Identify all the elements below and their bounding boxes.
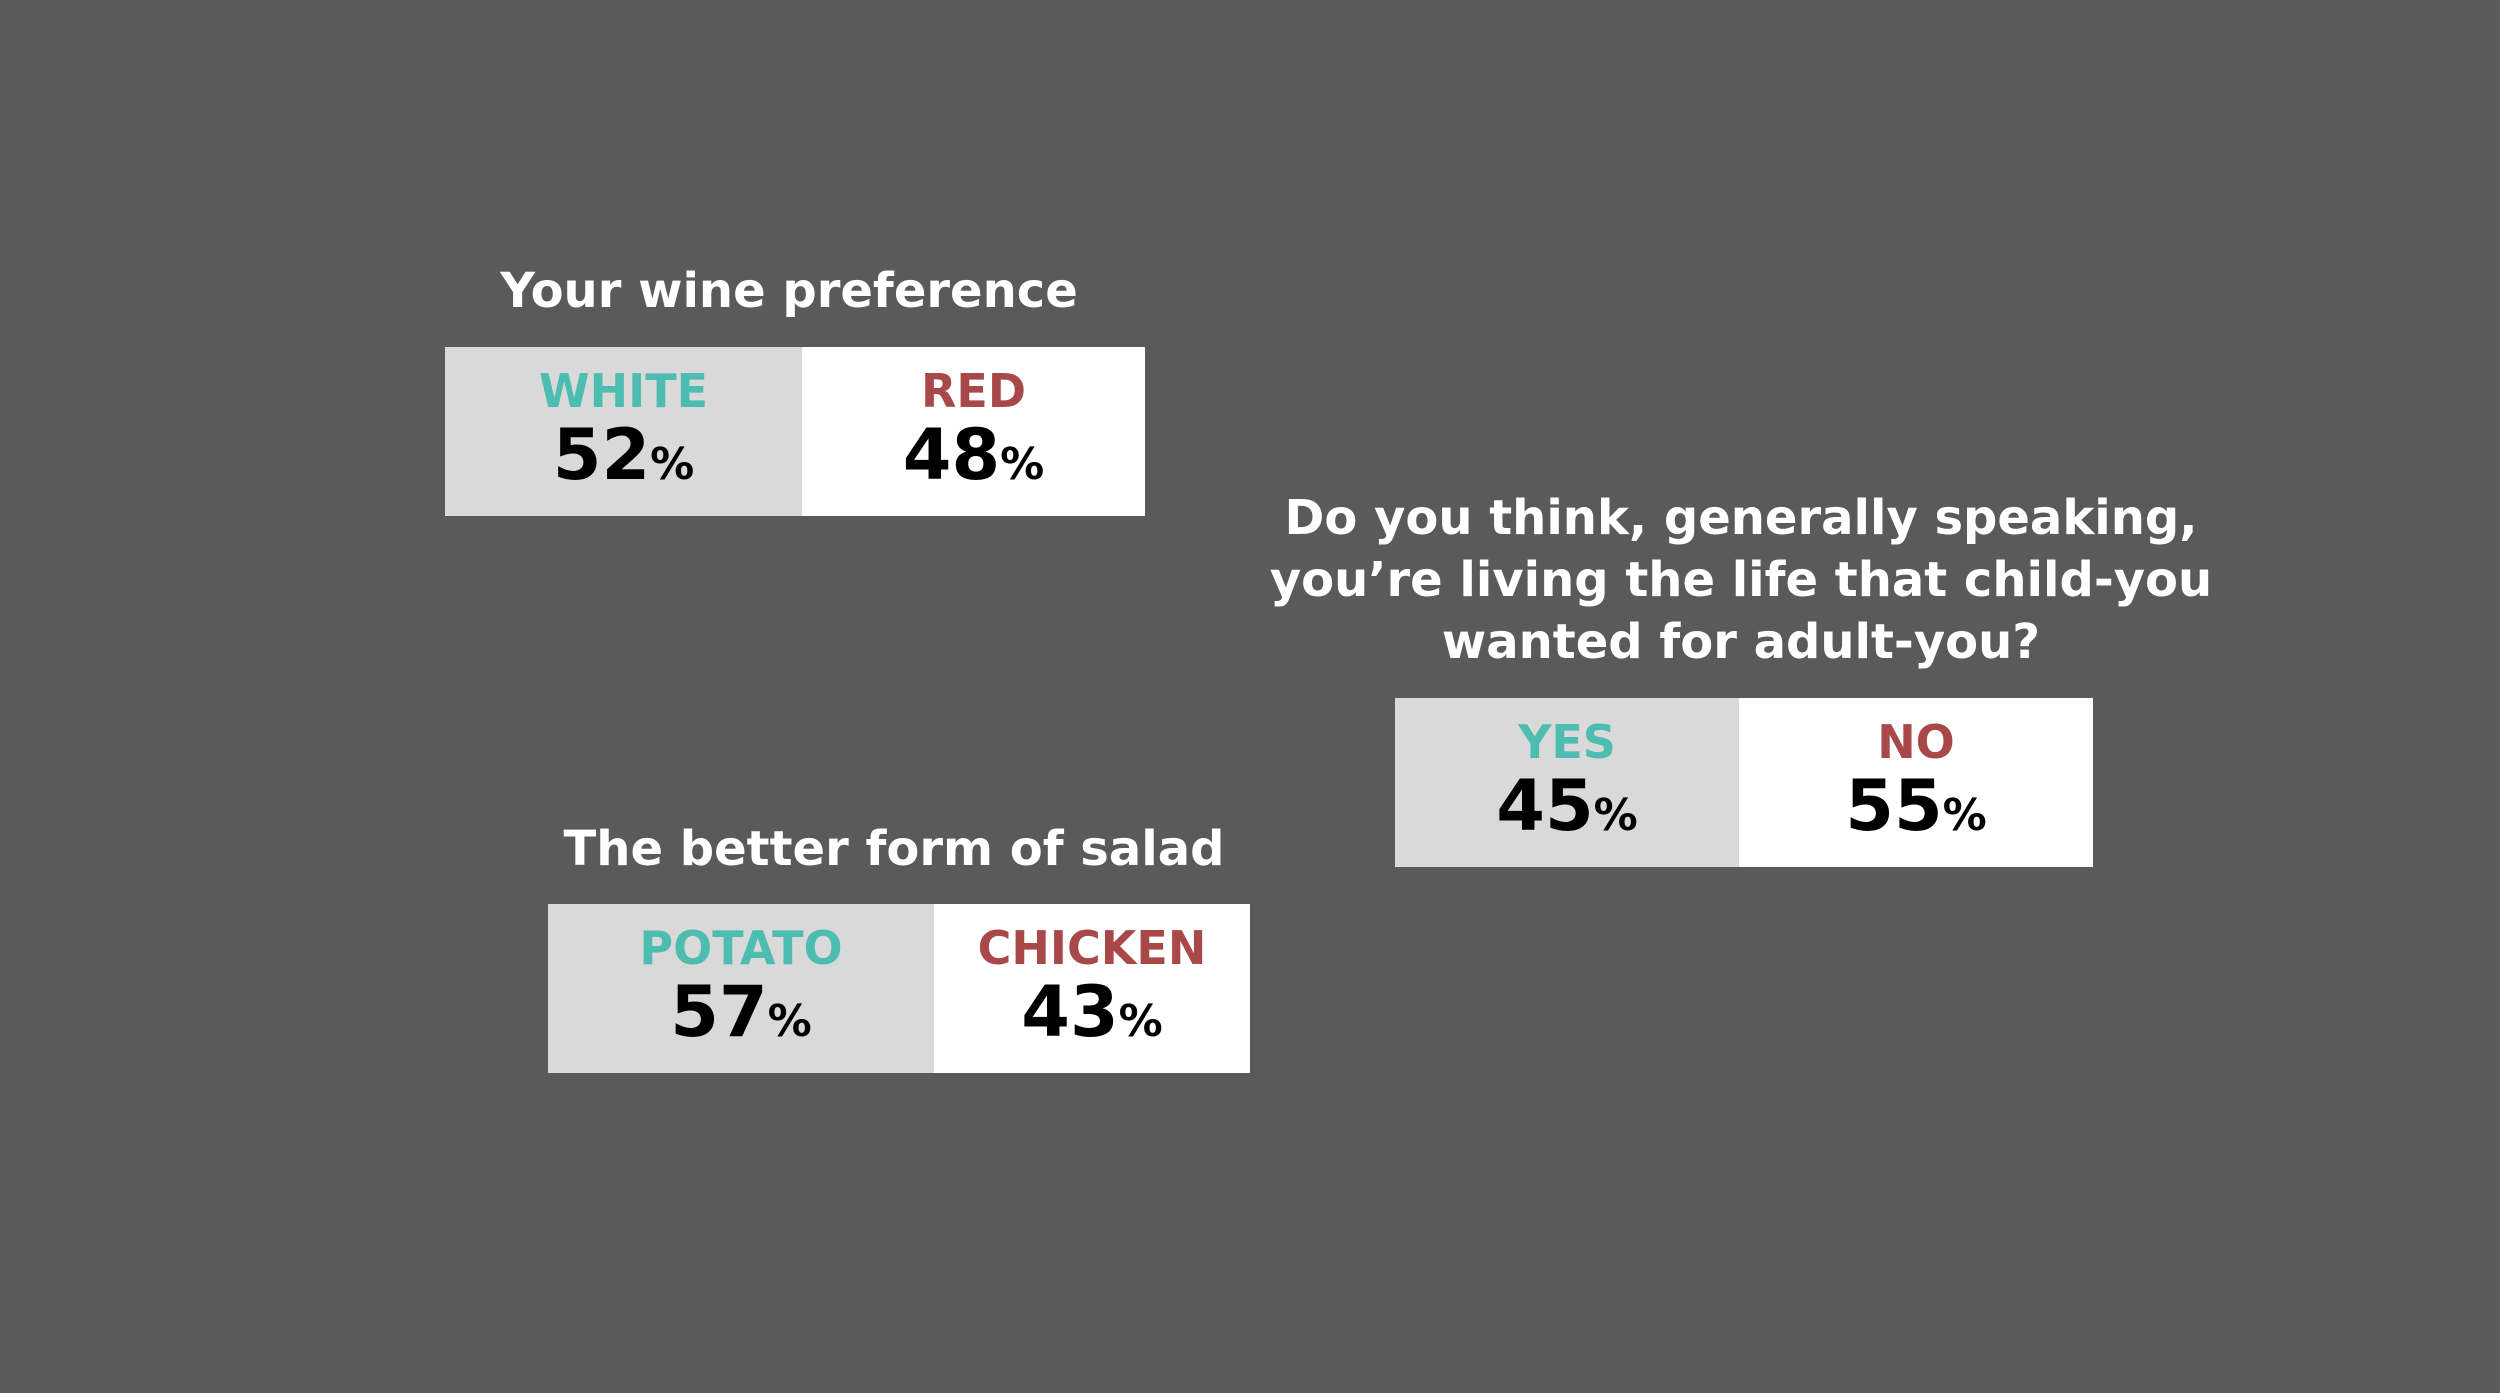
option-unit: %	[767, 996, 812, 1047]
option-result: 48%	[802, 413, 1145, 507]
option-result: 57%	[548, 970, 934, 1064]
option-label: CHICKEN	[977, 921, 1207, 975]
option: RED 48%	[802, 347, 1145, 516]
option-unit: %	[1942, 790, 1987, 841]
title-line: Do you think, generally speaking,	[1284, 490, 2198, 546]
option-label: YES	[1518, 715, 1616, 769]
poll-title: Do you think, generally speaking, you’re …	[1270, 487, 2212, 673]
result-box: YES 45% NO 55%	[1395, 698, 2093, 867]
option-result: 45%	[1395, 764, 1739, 858]
option-result: 43%	[934, 970, 1250, 1064]
title-line: wanted for adult-you?	[1441, 614, 2041, 670]
option-unit: %	[1118, 996, 1163, 1047]
option-value: 52	[552, 414, 651, 496]
option-value: 48	[902, 414, 1001, 496]
poll-title: Your wine preference	[500, 260, 1078, 322]
option-value: 45	[1496, 765, 1594, 847]
option: NO 55%	[1739, 698, 2093, 867]
option-unit: %	[650, 439, 695, 490]
title-line: Your wine preference	[500, 263, 1078, 319]
option-value: 57	[670, 971, 768, 1053]
option-unit: %	[1593, 790, 1638, 841]
option-value: 55	[1845, 765, 1943, 847]
option: CHICKEN 43%	[934, 904, 1250, 1073]
option-value: 43	[1021, 971, 1119, 1053]
option: YES 45%	[1395, 698, 1739, 867]
option-result: 52%	[445, 413, 802, 507]
option-unit: %	[1000, 439, 1045, 490]
option: POTATO 57%	[548, 904, 934, 1073]
option-label: NO	[1877, 715, 1955, 769]
result-box: POTATO 57% CHICKEN 43%	[548, 904, 1250, 1073]
option-label: WHITE	[538, 364, 709, 418]
title-line: you’re living the life that child-you	[1269, 552, 2213, 608]
poll-title: The better form of salad	[564, 818, 1225, 880]
result-box: WHITE 52% RED 48%	[445, 347, 1145, 516]
option-label: RED	[920, 364, 1027, 418]
option: WHITE 52%	[445, 347, 802, 516]
option-label: POTATO	[639, 921, 843, 975]
title-line: The better form of salad	[563, 821, 1225, 877]
option-result: 55%	[1739, 764, 2093, 858]
